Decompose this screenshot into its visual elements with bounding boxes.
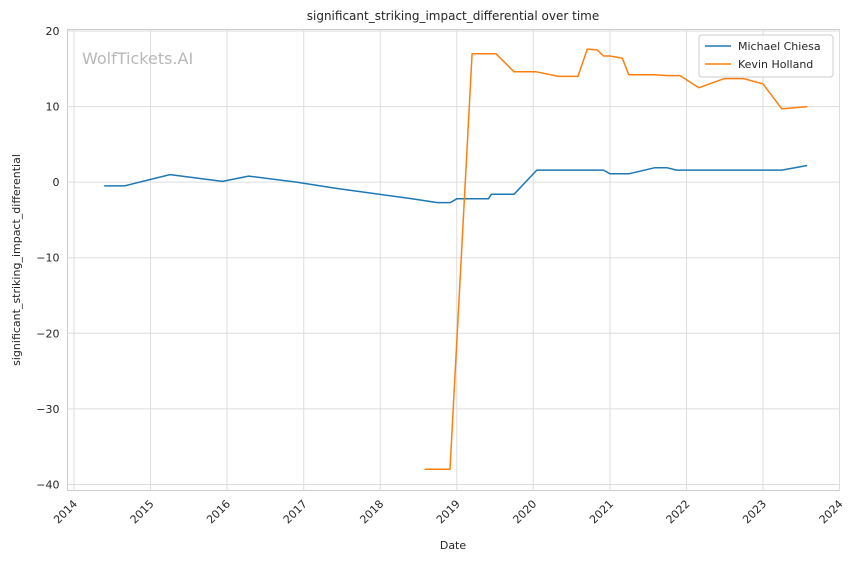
- y-tick-label: −40: [36, 478, 59, 491]
- x-axis-title: Date: [440, 539, 467, 552]
- y-tick-label: −10: [36, 252, 59, 265]
- y-tick-label: 10: [46, 101, 60, 114]
- legend-box: [698, 34, 834, 78]
- y-tick-label: −20: [36, 327, 59, 340]
- legend-label: Kevin Holland: [738, 58, 813, 71]
- y-tick-label: −30: [36, 403, 59, 416]
- y-axis-ticks: 20 10 0 −10 −20 −30 −40: [36, 25, 59, 491]
- legend: Michael Chiesa Kevin Holland: [698, 34, 834, 78]
- watermark: WolfTickets.AI: [82, 49, 193, 68]
- plot-area: [67, 29, 840, 491]
- chart-title: significant_striking_impact_differential…: [307, 9, 599, 23]
- y-axis-title: significant_striking_impact_differential: [10, 154, 23, 366]
- y-tick-label: 0: [53, 176, 60, 189]
- series-line-kevin-holland: [424, 48, 808, 471]
- grid: [67, 29, 840, 491]
- legend-label: Michael Chiesa: [738, 40, 821, 53]
- y-tick-label: 20: [46, 25, 60, 38]
- series-layer: [104, 48, 808, 471]
- series-line-michael-chiesa: [104, 164, 808, 204]
